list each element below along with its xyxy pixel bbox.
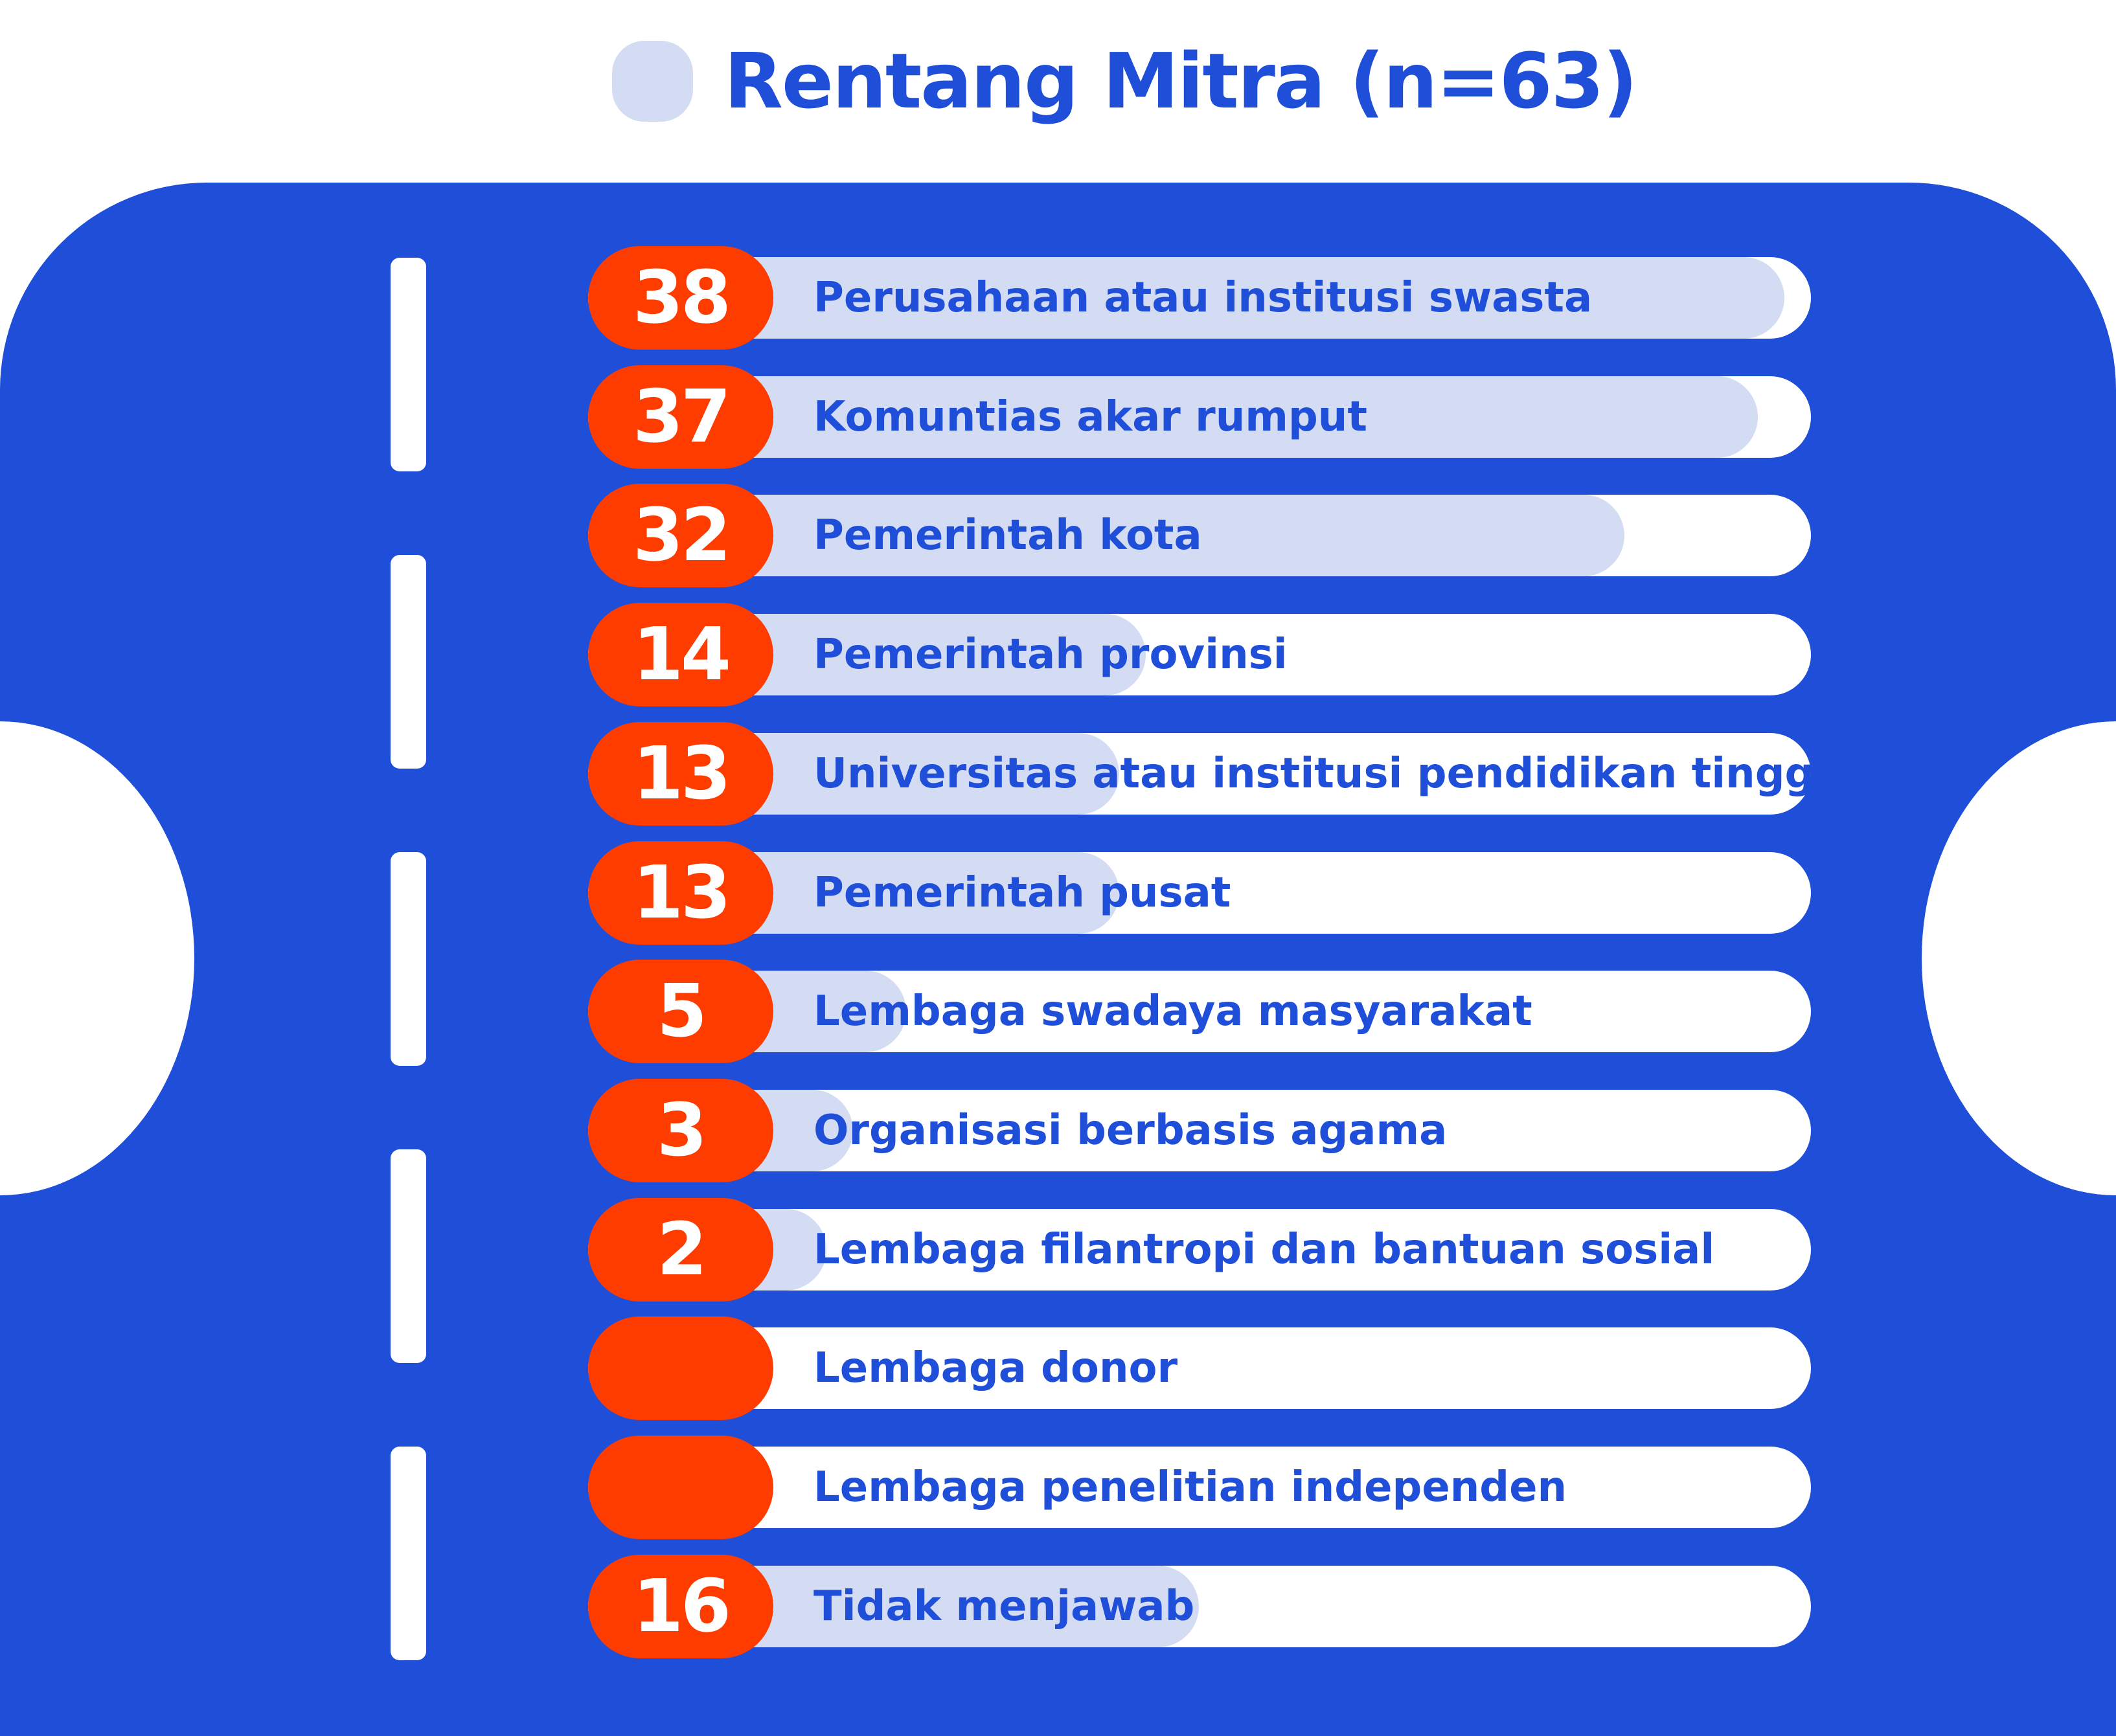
- bar-row: 37 Komuntias akar rumput: [588, 365, 1811, 469]
- category-label: Organisasi berbasis agama: [813, 1107, 1448, 1155]
- bar-fill: [588, 257, 1784, 339]
- value-badge: 5: [588, 960, 773, 1063]
- bar-row: 38 Perusahaan atau institusi swasta: [588, 246, 1811, 350]
- value-badge: 37: [588, 365, 773, 469]
- category-label: Lembaga donor: [813, 1344, 1178, 1392]
- value-badge: 32: [588, 484, 773, 587]
- category-label: Perusahaan atau institusi swasta: [813, 274, 1593, 322]
- category-label: Lembaga penelitian independen: [813, 1463, 1567, 1511]
- bar-row: 3 Organisasi berbasis agama: [588, 1079, 1811, 1182]
- divider-dash: [391, 555, 426, 769]
- value-badge: [588, 1316, 773, 1420]
- value-badge: 16: [588, 1555, 773, 1658]
- bar-row: Lembaga donor: [588, 1316, 1811, 1420]
- value-badge: [588, 1436, 773, 1539]
- bar-row: 16 Tidak menjawab: [588, 1555, 1811, 1658]
- category-label: Tidak menjawab: [813, 1583, 1195, 1630]
- value-badge: 2: [588, 1198, 773, 1302]
- bar-row: 32 Pemerintah kota: [588, 484, 1811, 587]
- category-label: Pemerintah pusat: [813, 869, 1231, 917]
- bar-row: Lembaga penelitian independen: [588, 1436, 1811, 1539]
- bar-row: 5 Lembaga swadaya masyarakat: [588, 960, 1811, 1063]
- category-label: Pemerintah provinsi: [813, 631, 1288, 679]
- value-badge: 14: [588, 603, 773, 706]
- value-badge: 38: [588, 246, 773, 350]
- divider-dash: [391, 1447, 426, 1660]
- category-label: Lembaga swadaya masyarakat: [813, 987, 1532, 1035]
- bar-track: [588, 1447, 1811, 1528]
- divider-dash: [391, 1149, 426, 1363]
- bar-row: 2 Lembaga filantropi dan bantuan sosial: [588, 1198, 1811, 1302]
- value-badge: 3: [588, 1079, 773, 1182]
- chart-title: Rentang Mitra (n=63): [724, 36, 1638, 126]
- value-badge: 13: [588, 841, 773, 945]
- legend-swatch: [612, 40, 693, 122]
- bar-row: 14 Pemerintah provinsi: [588, 603, 1811, 706]
- legend: Rentang Mitra (n=63): [612, 36, 1638, 126]
- bar-track: [588, 1327, 1811, 1409]
- value-badge: 13: [588, 722, 773, 826]
- category-label: Pemerintah kota: [813, 512, 1202, 559]
- bar-fill: [588, 376, 1758, 458]
- bar-row: 13 Pemerintah pusat: [588, 841, 1811, 945]
- category-label: Universitas atau institusi pendidikan ti…: [813, 750, 1829, 798]
- divider-dash: [391, 258, 426, 471]
- divider-dash: [391, 852, 426, 1066]
- category-label: Lembaga filantropi dan bantuan sosial: [813, 1226, 1715, 1274]
- bar-row: 13 Universitas atau institusi pendidikan …: [588, 722, 1828, 826]
- category-label: Komuntias akar rumput: [813, 393, 1367, 441]
